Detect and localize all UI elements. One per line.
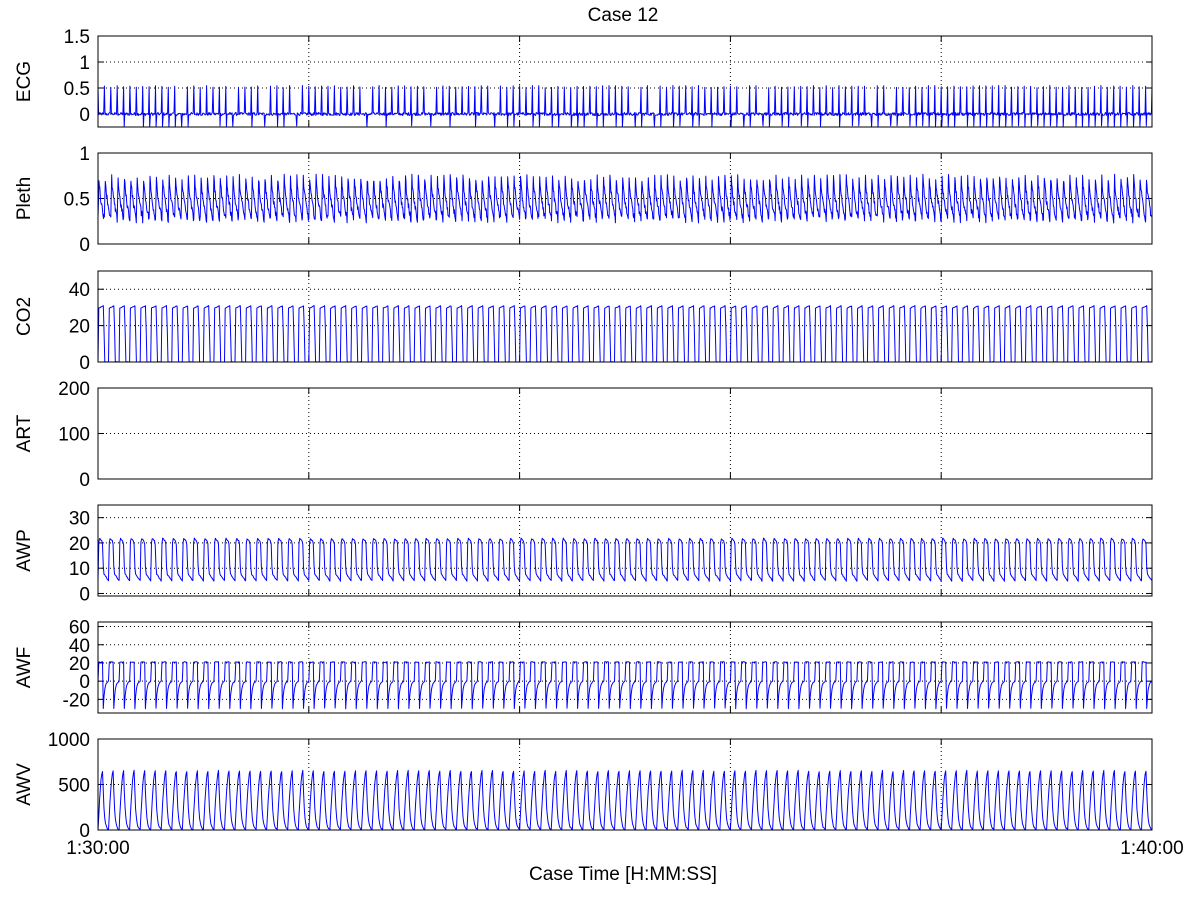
y-tick-label: 0 bbox=[79, 672, 90, 693]
y-tick-label: 0.5 bbox=[64, 79, 90, 100]
y-tick-label: 40 bbox=[69, 636, 90, 657]
panels: 1.510.50ECG10.50Pleth40200CO22001000ART3… bbox=[14, 27, 1153, 842]
y-tick-label: 1 bbox=[79, 53, 90, 74]
series-ecg-line bbox=[97, 84, 1153, 128]
y-tick-label: 0 bbox=[79, 470, 90, 491]
panel-awv: 1000 500 0 AWV bbox=[14, 730, 1153, 842]
y-tick-label: 1000 bbox=[48, 730, 90, 751]
y-tick-label: 0 bbox=[79, 821, 90, 842]
panel-pleth: 1 0.5 0 Pleth bbox=[14, 144, 1153, 256]
axes-frame bbox=[97, 621, 1153, 714]
y-axis-label: ECG bbox=[14, 61, 35, 102]
series-awf-line bbox=[97, 661, 1153, 710]
y-tick-label: 100 bbox=[58, 425, 90, 446]
y-tick-label: 20 bbox=[69, 317, 90, 338]
axes-frame bbox=[97, 738, 1153, 831]
axes-frame bbox=[97, 504, 1153, 597]
series-awv-line bbox=[97, 769, 1153, 831]
series-pleth-line bbox=[97, 173, 1153, 224]
y-tick-label: 30 bbox=[69, 509, 90, 530]
y-axis-label: Pleth bbox=[14, 177, 35, 220]
x-tick-label-start: 1:30:00 bbox=[66, 838, 129, 859]
panel-ecg: 1.5 1 0.5 0 ECG bbox=[14, 27, 1153, 128]
y-axis-label: CO2 bbox=[14, 297, 35, 336]
axes-frame bbox=[97, 270, 1153, 363]
series-awp-line bbox=[97, 537, 1153, 582]
y-tick-label: 20 bbox=[69, 534, 90, 555]
y-tick-label: 0.5 bbox=[64, 190, 90, 211]
panel-awp: 30 20 10 0 AWP bbox=[14, 504, 1153, 605]
y-tick-label: 1 bbox=[79, 144, 90, 165]
y-axis-label: AWP bbox=[14, 529, 35, 572]
y-tick-label: 0 bbox=[79, 105, 90, 126]
y-tick-label: -20 bbox=[63, 690, 90, 711]
y-axis-label: AWV bbox=[14, 763, 35, 806]
x-tick-label-end: 1:40:00 bbox=[1120, 838, 1183, 859]
y-tick-label: 60 bbox=[69, 618, 90, 639]
axes-frame bbox=[97, 152, 1153, 245]
y-tick-label: 200 bbox=[58, 379, 90, 400]
y-tick-label: 0 bbox=[79, 353, 90, 374]
y-axis-label: ART bbox=[14, 414, 35, 452]
y-tick-label: 0 bbox=[79, 584, 90, 605]
panel-art: 200 100 0 ART bbox=[14, 379, 1153, 491]
axes-frame bbox=[97, 35, 1153, 128]
chart-title: Case 12 bbox=[588, 5, 659, 26]
x-axis-label: Case Time [H:MM:SS] bbox=[529, 864, 717, 885]
y-tick-label: 10 bbox=[69, 559, 90, 580]
series-co2-line bbox=[97, 305, 1152, 363]
y-tick-label: 40 bbox=[69, 280, 90, 301]
y-tick-label: 0 bbox=[79, 235, 90, 256]
y-tick-label: 500 bbox=[58, 776, 90, 797]
panel-co2: 40 20 0 CO2 bbox=[14, 270, 1153, 374]
y-tick-label: 20 bbox=[69, 654, 90, 675]
y-axis-label: AWF bbox=[14, 647, 35, 689]
axes-frame bbox=[97, 387, 1153, 480]
y-tick-label: 1.5 bbox=[64, 27, 90, 48]
